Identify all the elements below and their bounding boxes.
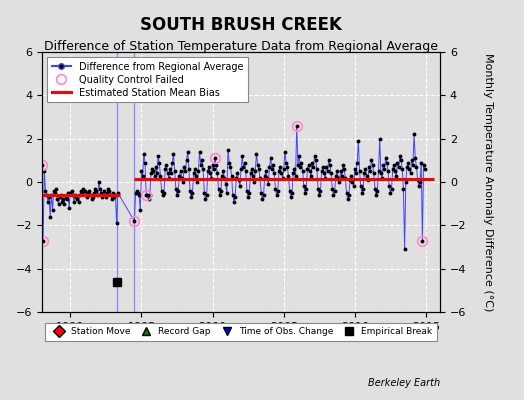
Text: Difference of Station Temperature Data from Regional Average: Difference of Station Temperature Data f… [44,40,438,53]
Y-axis label: Monthly Temperature Anomaly Difference (°C): Monthly Temperature Anomaly Difference (… [483,53,493,311]
Legend: Difference from Regional Average, Quality Control Failed, Estimated Station Mean: Difference from Regional Average, Qualit… [47,57,248,102]
Legend: Station Move, Record Gap, Time of Obs. Change, Empirical Break: Station Move, Record Gap, Time of Obs. C… [46,323,436,341]
Text: Berkeley Earth: Berkeley Earth [368,378,440,388]
Text: SOUTH BRUSH CREEK: SOUTH BRUSH CREEK [140,16,342,34]
